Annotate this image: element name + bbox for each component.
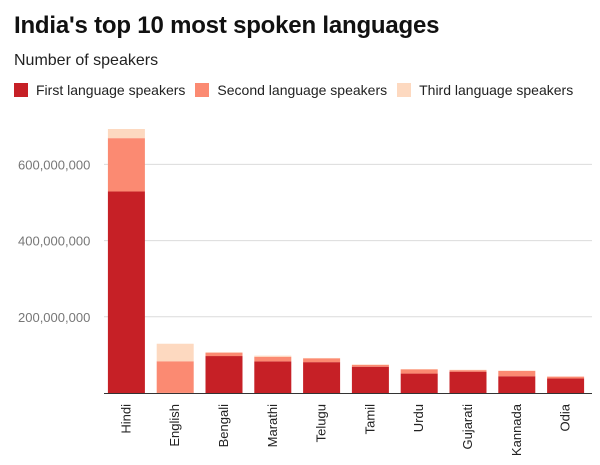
bar-tamil-series-1 bbox=[351, 364, 389, 367]
x-tick-label-hindi: Hindi bbox=[118, 404, 133, 434]
bar-marathi-series-1 bbox=[254, 356, 292, 362]
legend-swatch-second-language bbox=[195, 83, 210, 97]
bar-kannada-series-0 bbox=[498, 376, 536, 393]
x-tick-label-bengali: Bengali bbox=[216, 404, 231, 447]
legend-item-third-language: Third language speakers bbox=[397, 82, 573, 98]
bar-marathi-series-0 bbox=[254, 361, 292, 393]
bar-english-series-1 bbox=[156, 361, 194, 393]
bar-bengali-series-0 bbox=[205, 356, 243, 393]
bar-odia-series-0 bbox=[547, 378, 585, 393]
x-tick-label-kannada: Kannada bbox=[509, 403, 524, 456]
bar-english-series-2 bbox=[156, 343, 194, 362]
x-tick-label-marathi: Marathi bbox=[265, 404, 280, 447]
chart-title: India's top 10 most spoken languages bbox=[14, 12, 440, 39]
x-tick-label-gujarati: Gujarati bbox=[460, 404, 475, 450]
legend-item-second-language: Second language speakers bbox=[195, 82, 387, 98]
legend-label-first-language: First language speakers bbox=[36, 82, 186, 98]
x-tick-label-odia: Odia bbox=[558, 403, 573, 431]
bar-bengali-series-1 bbox=[205, 352, 243, 357]
legend-label-second-language: Second language speakers bbox=[217, 82, 388, 98]
bar-urdu-series-1 bbox=[400, 369, 438, 374]
x-tick-label-urdu: Urdu bbox=[411, 404, 426, 432]
bar-marathi-series-2 bbox=[254, 355, 292, 357]
bar-gujarati-series-0 bbox=[449, 371, 487, 393]
y-tick-label-0: 200,000,000 bbox=[18, 310, 90, 325]
bar-tamil-series-0 bbox=[351, 366, 389, 393]
bar-urdu-series-0 bbox=[400, 373, 438, 393]
bar-telugu-series-0 bbox=[303, 362, 341, 393]
legend-item-first-language: First language speakers bbox=[14, 82, 185, 98]
bar-hindi-series-0 bbox=[107, 191, 145, 393]
bar-hindi-series-2 bbox=[107, 129, 145, 139]
bar-kannada-series-1 bbox=[498, 370, 536, 377]
x-tick-label-telugu: Telugu bbox=[314, 404, 329, 442]
bar-telugu-series-1 bbox=[303, 358, 341, 363]
legend-swatch-third-language bbox=[397, 83, 412, 97]
bar-hindi-series-1 bbox=[107, 138, 145, 192]
legend-label-third-language: Third language speakers bbox=[419, 82, 574, 98]
x-tick-label-english: English bbox=[167, 404, 182, 447]
bar-gujarati-series-1 bbox=[449, 370, 487, 372]
legend-swatch-first-language bbox=[14, 83, 28, 97]
x-tick-label-tamil: Tamil bbox=[362, 404, 377, 434]
y-tick-label-1: 400,000,000 bbox=[18, 234, 90, 249]
y-tick-label-2: 600,000,000 bbox=[18, 157, 90, 172]
chart-subtitle: Number of speakers bbox=[14, 52, 159, 69]
legend: First language speakers Second language … bbox=[14, 82, 583, 98]
bar-odia-series-1 bbox=[547, 376, 585, 379]
